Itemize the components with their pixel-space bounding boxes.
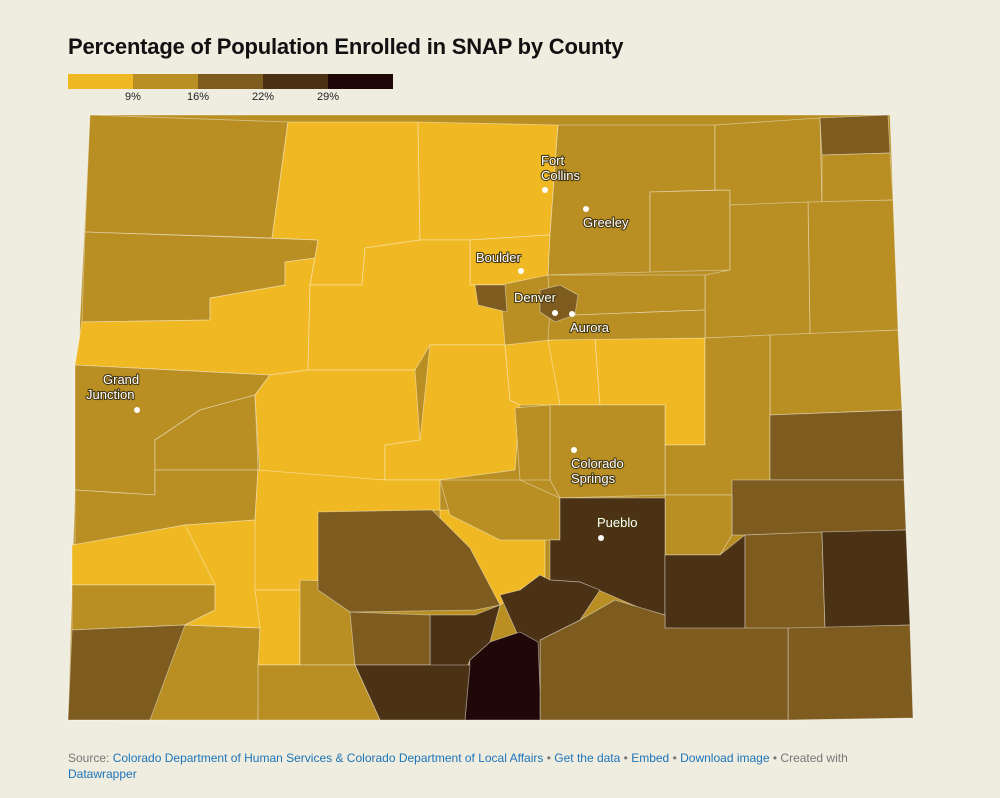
city-label-fort-collins-2: Collins (541, 168, 581, 183)
created-with-text: Created with (780, 751, 848, 765)
county-morgan[interactable] (649, 189, 731, 273)
county-phillips[interactable] (821, 152, 894, 206)
footer-sep-1: • (546, 751, 551, 765)
county-archuleta[interactable] (257, 664, 381, 721)
legend-swatch-3 (198, 74, 263, 89)
city-dot-denver (552, 310, 558, 316)
datawrapper-link[interactable]: Datawrapper (68, 767, 137, 781)
city-label-denver: Denver (514, 290, 557, 305)
county-denver[interactable] (539, 284, 579, 323)
city-dot-fort-collins (542, 187, 548, 193)
county-kit-carson[interactable] (769, 329, 903, 416)
city-label-fort-collins-1: Fort (541, 153, 565, 168)
legend-swatch-5 (328, 74, 393, 89)
county-logan[interactable] (714, 117, 823, 206)
legend-tick-9: 9% (125, 91, 141, 103)
county-baca[interactable] (787, 624, 914, 721)
city-dot-greeley (583, 206, 589, 212)
county-gilpin-clear[interactable] (474, 284, 508, 313)
city-label-colorado-springs-1: Colorado (571, 456, 624, 471)
city-dot-aurora (569, 311, 575, 317)
get-data-link[interactable]: Get the data (554, 751, 621, 765)
county-jefferson-south[interactable] (504, 339, 561, 406)
city-label-grand-junction-1: Grand (103, 372, 139, 387)
color-legend: 9% 16% 22% 29% (68, 74, 408, 104)
legend-swatch-1 (68, 74, 133, 89)
footer-sep-2: • (623, 751, 628, 765)
county-prowers[interactable] (821, 529, 911, 629)
county-sedgwick[interactable] (819, 114, 891, 156)
county-moffat[interactable] (84, 114, 289, 239)
footer-sep-3: • (672, 751, 677, 765)
city-label-greeley: Greeley (583, 215, 629, 230)
legend-tick-29: 29% (316, 91, 340, 103)
city-label-aurora: Aurora (570, 320, 610, 335)
city-dot-pueblo (598, 535, 604, 541)
county-yuma[interactable] (807, 199, 899, 336)
county-cheyenne[interactable] (769, 409, 905, 481)
city-label-grand-junction-2: Junction (86, 387, 134, 402)
county-teller[interactable] (514, 404, 551, 481)
embed-link[interactable]: Embed (631, 751, 670, 765)
county-costilla[interactable] (464, 631, 541, 721)
footer-sep-4: • (772, 751, 778, 765)
county-delta[interactable] (154, 394, 259, 471)
city-dot-boulder (518, 268, 524, 274)
legend-tick-22: 22% (251, 91, 275, 103)
map-title: Percentage of Population Enrolled in SNA… (68, 34, 624, 59)
county-custer-huerfano[interactable] (317, 509, 501, 613)
city-dot-grand-junction (134, 407, 140, 413)
city-dot-colorado-springs (571, 447, 577, 453)
source-label: Source: (68, 751, 110, 765)
county-rio-grande[interactable] (349, 611, 431, 666)
legend-tick-16: 16% (186, 91, 210, 103)
source-link[interactable]: Colorado Department of Human Services & … (112, 751, 544, 765)
legend-swatch-4 (263, 74, 328, 89)
county-larimer-west[interactable] (417, 121, 559, 241)
county-las-animas[interactable] (539, 599, 789, 721)
county-crowley[interactable] (664, 494, 733, 556)
city-markers: Fort Collins Greeley Boulder Denver Auro… (85, 152, 639, 541)
county-conejos[interactable] (354, 664, 471, 721)
city-label-boulder: Boulder (476, 250, 521, 265)
legend-swatch-2 (133, 74, 198, 89)
city-label-pueblo: Pueblo (597, 515, 637, 530)
county-bent[interactable] (744, 531, 826, 631)
footer: Source: Colorado Department of Human Ser… (68, 750, 888, 782)
county-kiowa[interactable] (731, 479, 907, 536)
city-label-colorado-springs-2: Springs (571, 471, 616, 486)
download-image-link[interactable]: Download image (680, 751, 770, 765)
